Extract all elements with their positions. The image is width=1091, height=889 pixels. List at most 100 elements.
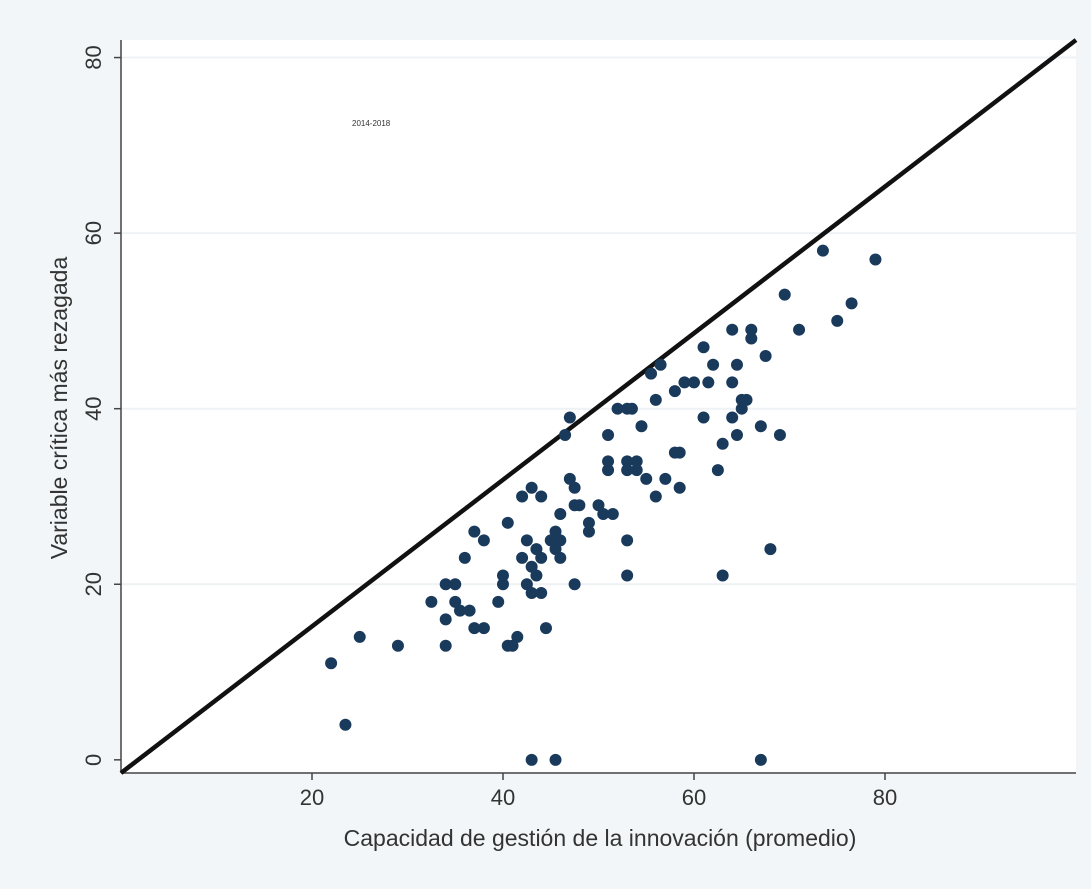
x-tick-label: 20 [300, 785, 324, 810]
data-point [745, 323, 758, 336]
data-point [688, 376, 700, 389]
data-point [525, 481, 538, 494]
data-point [477, 534, 490, 547]
data-point [740, 393, 753, 406]
data-point [458, 551, 471, 564]
data-point [468, 622, 481, 635]
y-tick-label: 80 [81, 45, 106, 69]
data-point [625, 402, 638, 415]
data-point [477, 622, 490, 635]
data-point [678, 376, 691, 389]
data-point [716, 569, 729, 582]
data-point [745, 332, 758, 345]
data-point [439, 613, 452, 626]
data-point [549, 525, 562, 538]
data-point [582, 525, 595, 538]
data-point [549, 543, 562, 556]
data-point [497, 569, 509, 582]
data-point [554, 551, 567, 564]
data-point [516, 490, 529, 503]
data-point [621, 569, 634, 582]
data-point [535, 587, 548, 600]
data-point [573, 499, 586, 512]
data-point [711, 464, 724, 477]
data-point [501, 516, 514, 529]
data-point [730, 429, 743, 442]
data-point [606, 508, 619, 521]
data-point [525, 587, 538, 600]
data-point [535, 551, 548, 564]
data-point [816, 244, 829, 257]
data-point [649, 490, 662, 503]
data-point [773, 429, 786, 442]
data-point [730, 358, 743, 371]
data-point [716, 437, 729, 450]
data-point [511, 630, 524, 643]
data-point [339, 718, 352, 731]
data-point [611, 402, 624, 415]
data-point [520, 534, 533, 547]
data-point [649, 393, 662, 406]
data-point [544, 534, 557, 547]
x-tick-label: 60 [682, 785, 706, 810]
data-point [563, 411, 576, 424]
data-point [563, 472, 576, 485]
data-point [673, 481, 686, 494]
data-point [707, 358, 720, 371]
data-point [549, 753, 562, 766]
data-point [568, 578, 581, 591]
data-point [793, 323, 806, 336]
data-point [525, 560, 538, 573]
x-tick-label: 40 [491, 785, 515, 810]
axis-ticks: 0 20 40 60 80 20 40 60 80 [81, 45, 897, 810]
data-point [831, 314, 844, 327]
data-point [506, 639, 519, 652]
y-tick-label: 40 [81, 396, 106, 420]
data-point [621, 534, 634, 547]
data-point [630, 455, 643, 468]
data-point [568, 481, 581, 494]
data-point [778, 288, 791, 301]
data-point [554, 508, 567, 521]
data-point [468, 525, 481, 538]
data-point [726, 411, 739, 424]
data-point [597, 508, 610, 521]
data-point [673, 446, 686, 459]
data-point [621, 455, 634, 468]
data-points [325, 244, 882, 766]
data-point [539, 622, 552, 635]
data-point [764, 543, 777, 556]
y-tick-label: 20 [81, 572, 106, 596]
data-point [497, 578, 509, 591]
data-point [535, 490, 548, 503]
data-point [520, 578, 533, 591]
data-point [325, 657, 338, 670]
data-point [602, 429, 615, 442]
reference-line-group [119, 38, 1078, 775]
data-point [735, 402, 748, 415]
data-point [353, 630, 366, 643]
data-point [630, 464, 643, 477]
data-point [391, 639, 404, 652]
data-point [621, 464, 634, 477]
period-annotation: 2014-2018 [352, 119, 391, 128]
data-point [754, 753, 767, 766]
data-point [754, 420, 767, 433]
x-axis-title: Capacidad de gestión de la innovación (p… [344, 825, 857, 851]
data-point [425, 595, 438, 608]
reference-line [119, 38, 1078, 775]
data-point [530, 543, 543, 556]
data-point [454, 604, 467, 617]
data-point [869, 253, 882, 266]
data-point [559, 429, 572, 442]
data-point [592, 499, 605, 512]
y-tick-label: 0 [81, 754, 106, 766]
data-point [449, 595, 462, 608]
data-point [702, 376, 715, 389]
data-point [654, 358, 667, 371]
data-point [635, 420, 648, 433]
data-point [668, 385, 681, 398]
data-point [582, 516, 595, 529]
